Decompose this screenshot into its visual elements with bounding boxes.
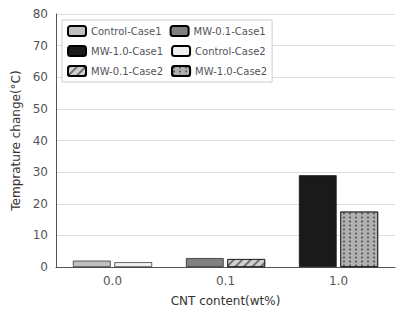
svg-text:Control-Case1: Control-Case1 — [91, 26, 162, 37]
svg-text:0: 0 — [40, 260, 48, 274]
svg-text:80: 80 — [33, 7, 48, 21]
svg-text:Control-Case2: Control-Case2 — [195, 46, 266, 57]
svg-text:30: 30 — [33, 165, 48, 179]
svg-text:50: 50 — [33, 102, 48, 116]
svg-text:MW-0.1-Case1: MW-0.1-Case1 — [194, 26, 266, 37]
svg-text:10: 10 — [33, 228, 48, 242]
svg-text:Temprature change(°C): Temprature change(°C) — [9, 70, 23, 211]
svg-text:MW-0.1-Case2: MW-0.1-Case2 — [91, 66, 163, 77]
svg-text:0.1: 0.1 — [216, 274, 235, 288]
svg-text:40: 40 — [33, 134, 48, 148]
svg-text:1.0: 1.0 — [329, 274, 348, 288]
svg-text:70: 70 — [33, 39, 48, 53]
svg-text:20: 20 — [33, 197, 48, 211]
svg-text:MW-1.0-Case1: MW-1.0-Case1 — [91, 46, 163, 57]
svg-text:CNT content(wt%): CNT content(wt%) — [171, 294, 281, 308]
svg-text:0.0: 0.0 — [103, 274, 122, 288]
svg-text:MW-1.0-Case2: MW-1.0-Case2 — [195, 66, 267, 77]
svg-text:60: 60 — [33, 70, 48, 84]
